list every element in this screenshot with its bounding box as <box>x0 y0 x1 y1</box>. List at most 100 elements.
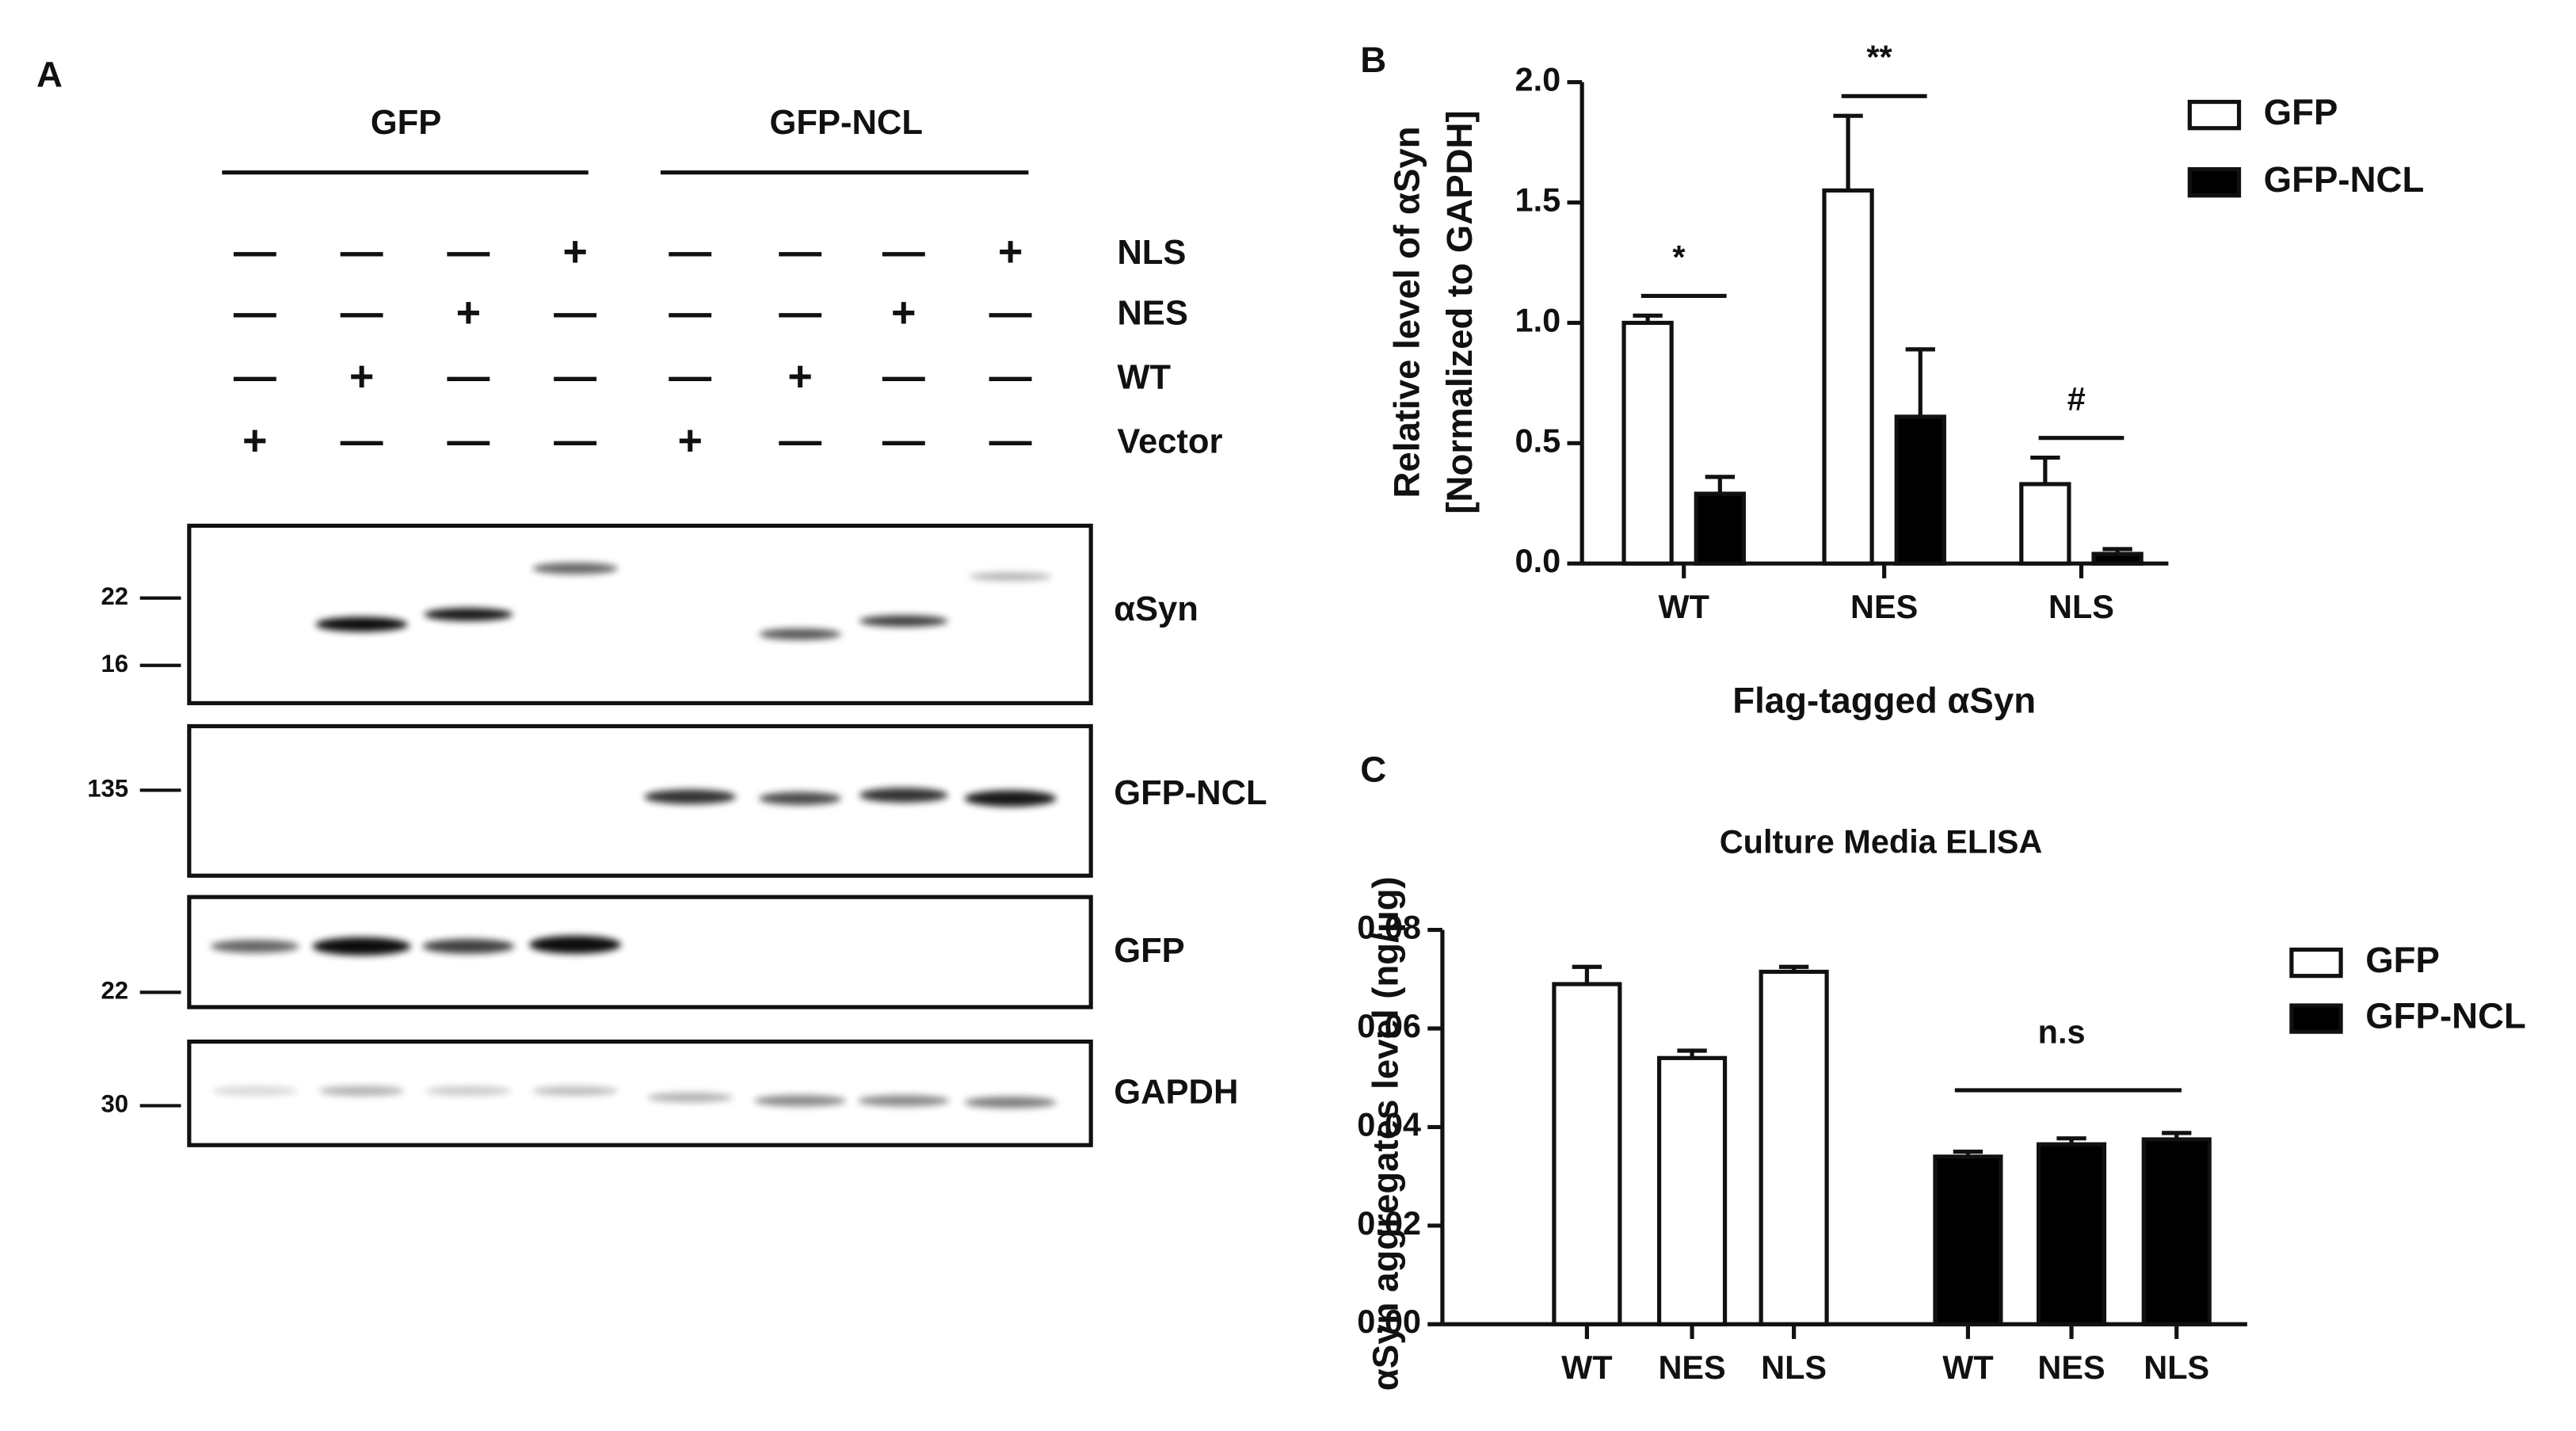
bar <box>1894 414 1946 566</box>
band <box>754 1094 847 1107</box>
bar <box>2091 551 2143 566</box>
condition-label: NES <box>1117 295 1188 333</box>
error-bar <box>1705 475 1735 494</box>
blot-label: αSyn <box>1114 590 1198 628</box>
sign: — <box>554 353 596 400</box>
blot-label: GFP <box>1114 932 1185 970</box>
blot-box <box>187 523 1093 706</box>
marker-label: 22 <box>101 977 129 1005</box>
band <box>422 938 515 954</box>
sign: + <box>787 353 812 400</box>
x-tick-label: NLS <box>2048 588 2114 625</box>
band <box>532 563 619 574</box>
y-axis-label: Relative level of αSyn <box>1386 126 1427 498</box>
sign: — <box>989 353 1032 400</box>
x-tick-label: WT <box>1561 1349 1612 1386</box>
significance-label: * <box>1672 238 1686 276</box>
sign: + <box>678 417 703 464</box>
sign: — <box>234 353 276 400</box>
chart-title: Culture Media ELISA <box>1720 823 2043 861</box>
bar <box>1759 969 1829 1326</box>
band <box>315 616 408 632</box>
panel-label: C <box>1360 750 1386 790</box>
sign: — <box>447 353 490 400</box>
sign: — <box>341 288 383 336</box>
group-label: GFP-NCL <box>770 104 923 142</box>
x-tick-label: WT <box>1658 588 1709 625</box>
bar <box>2141 1137 2212 1326</box>
legend-swatch <box>2187 99 2242 131</box>
x-tick-label: NES <box>2037 1349 2105 1386</box>
legend-label: GFP <box>2365 940 2440 980</box>
x-tick-label: NLS <box>1761 1349 1827 1386</box>
legend-swatch <box>2289 947 2343 979</box>
sign: — <box>989 288 1032 336</box>
band <box>211 1086 298 1097</box>
band <box>759 792 842 806</box>
y-tick-label: 1.0 <box>1515 301 1561 338</box>
x-tick-label: WT <box>1942 1349 1993 1386</box>
band <box>424 608 513 621</box>
band <box>759 628 842 640</box>
blot-box <box>187 1039 1093 1147</box>
band <box>210 940 299 953</box>
band <box>964 1097 1057 1109</box>
sign: — <box>554 417 596 464</box>
x-tick-label: NES <box>1850 588 1918 625</box>
legend-label: GFP <box>2264 92 2338 132</box>
bar <box>1822 188 1874 566</box>
marker-label: 16 <box>101 650 129 677</box>
band <box>964 790 1057 807</box>
sign: — <box>341 228 383 276</box>
band <box>857 1094 950 1107</box>
y-tick-label: 1.5 <box>1515 181 1561 219</box>
marker-label: 135 <box>87 775 128 803</box>
sign: — <box>341 417 383 464</box>
sign: — <box>989 417 1032 464</box>
sign: — <box>779 417 821 464</box>
condition-label: NLS <box>1117 234 1186 272</box>
sign: — <box>669 228 711 276</box>
legend-label: GFP-NCL <box>2264 159 2425 200</box>
panel-label: B <box>1360 40 1386 80</box>
blot-box <box>187 723 1093 878</box>
blot-label: GAPDH <box>1114 1073 1238 1111</box>
error-bar <box>1633 313 1663 323</box>
legend-swatch <box>2289 1003 2343 1034</box>
band <box>318 1086 405 1097</box>
error-bar <box>1778 964 1809 972</box>
sign: + <box>891 288 916 336</box>
band <box>859 788 948 803</box>
significance-label: # <box>2067 380 2086 418</box>
significance-label: n.s <box>2038 1013 2086 1050</box>
sign: + <box>562 228 587 276</box>
significance-label: ** <box>1866 39 1892 76</box>
sign: — <box>447 417 490 464</box>
error-bar <box>2030 455 2060 484</box>
error-bar <box>1572 964 1602 985</box>
band <box>859 615 948 628</box>
bar <box>1933 1154 2003 1326</box>
x-tick-label: NLS <box>2143 1349 2209 1386</box>
bar <box>1694 491 1746 566</box>
marker-label: 30 <box>101 1090 129 1118</box>
condition-label: WT <box>1117 358 1171 396</box>
marker-label: 22 <box>101 582 129 610</box>
band <box>969 572 1052 581</box>
sign: — <box>234 288 276 336</box>
sign: — <box>234 228 276 276</box>
y-tick-label: 0.5 <box>1515 422 1561 459</box>
y-tick-label: 0.06 <box>1357 1007 1421 1044</box>
x-tick-label: NES <box>1658 1349 1725 1386</box>
sign: + <box>242 417 267 464</box>
band <box>532 1086 619 1097</box>
sign: — <box>882 417 925 464</box>
error-bar <box>2102 547 2132 555</box>
x-axis-label: Flag-tagged αSyn <box>1732 680 2036 720</box>
sign: + <box>349 353 374 400</box>
y-tick-label: 0.02 <box>1357 1204 1421 1242</box>
y-tick-label: 0.00 <box>1357 1303 1421 1340</box>
error-bar <box>1905 347 1935 417</box>
y-axis-label: αSyn aggregates level (ng/μg) <box>1366 876 1406 1391</box>
